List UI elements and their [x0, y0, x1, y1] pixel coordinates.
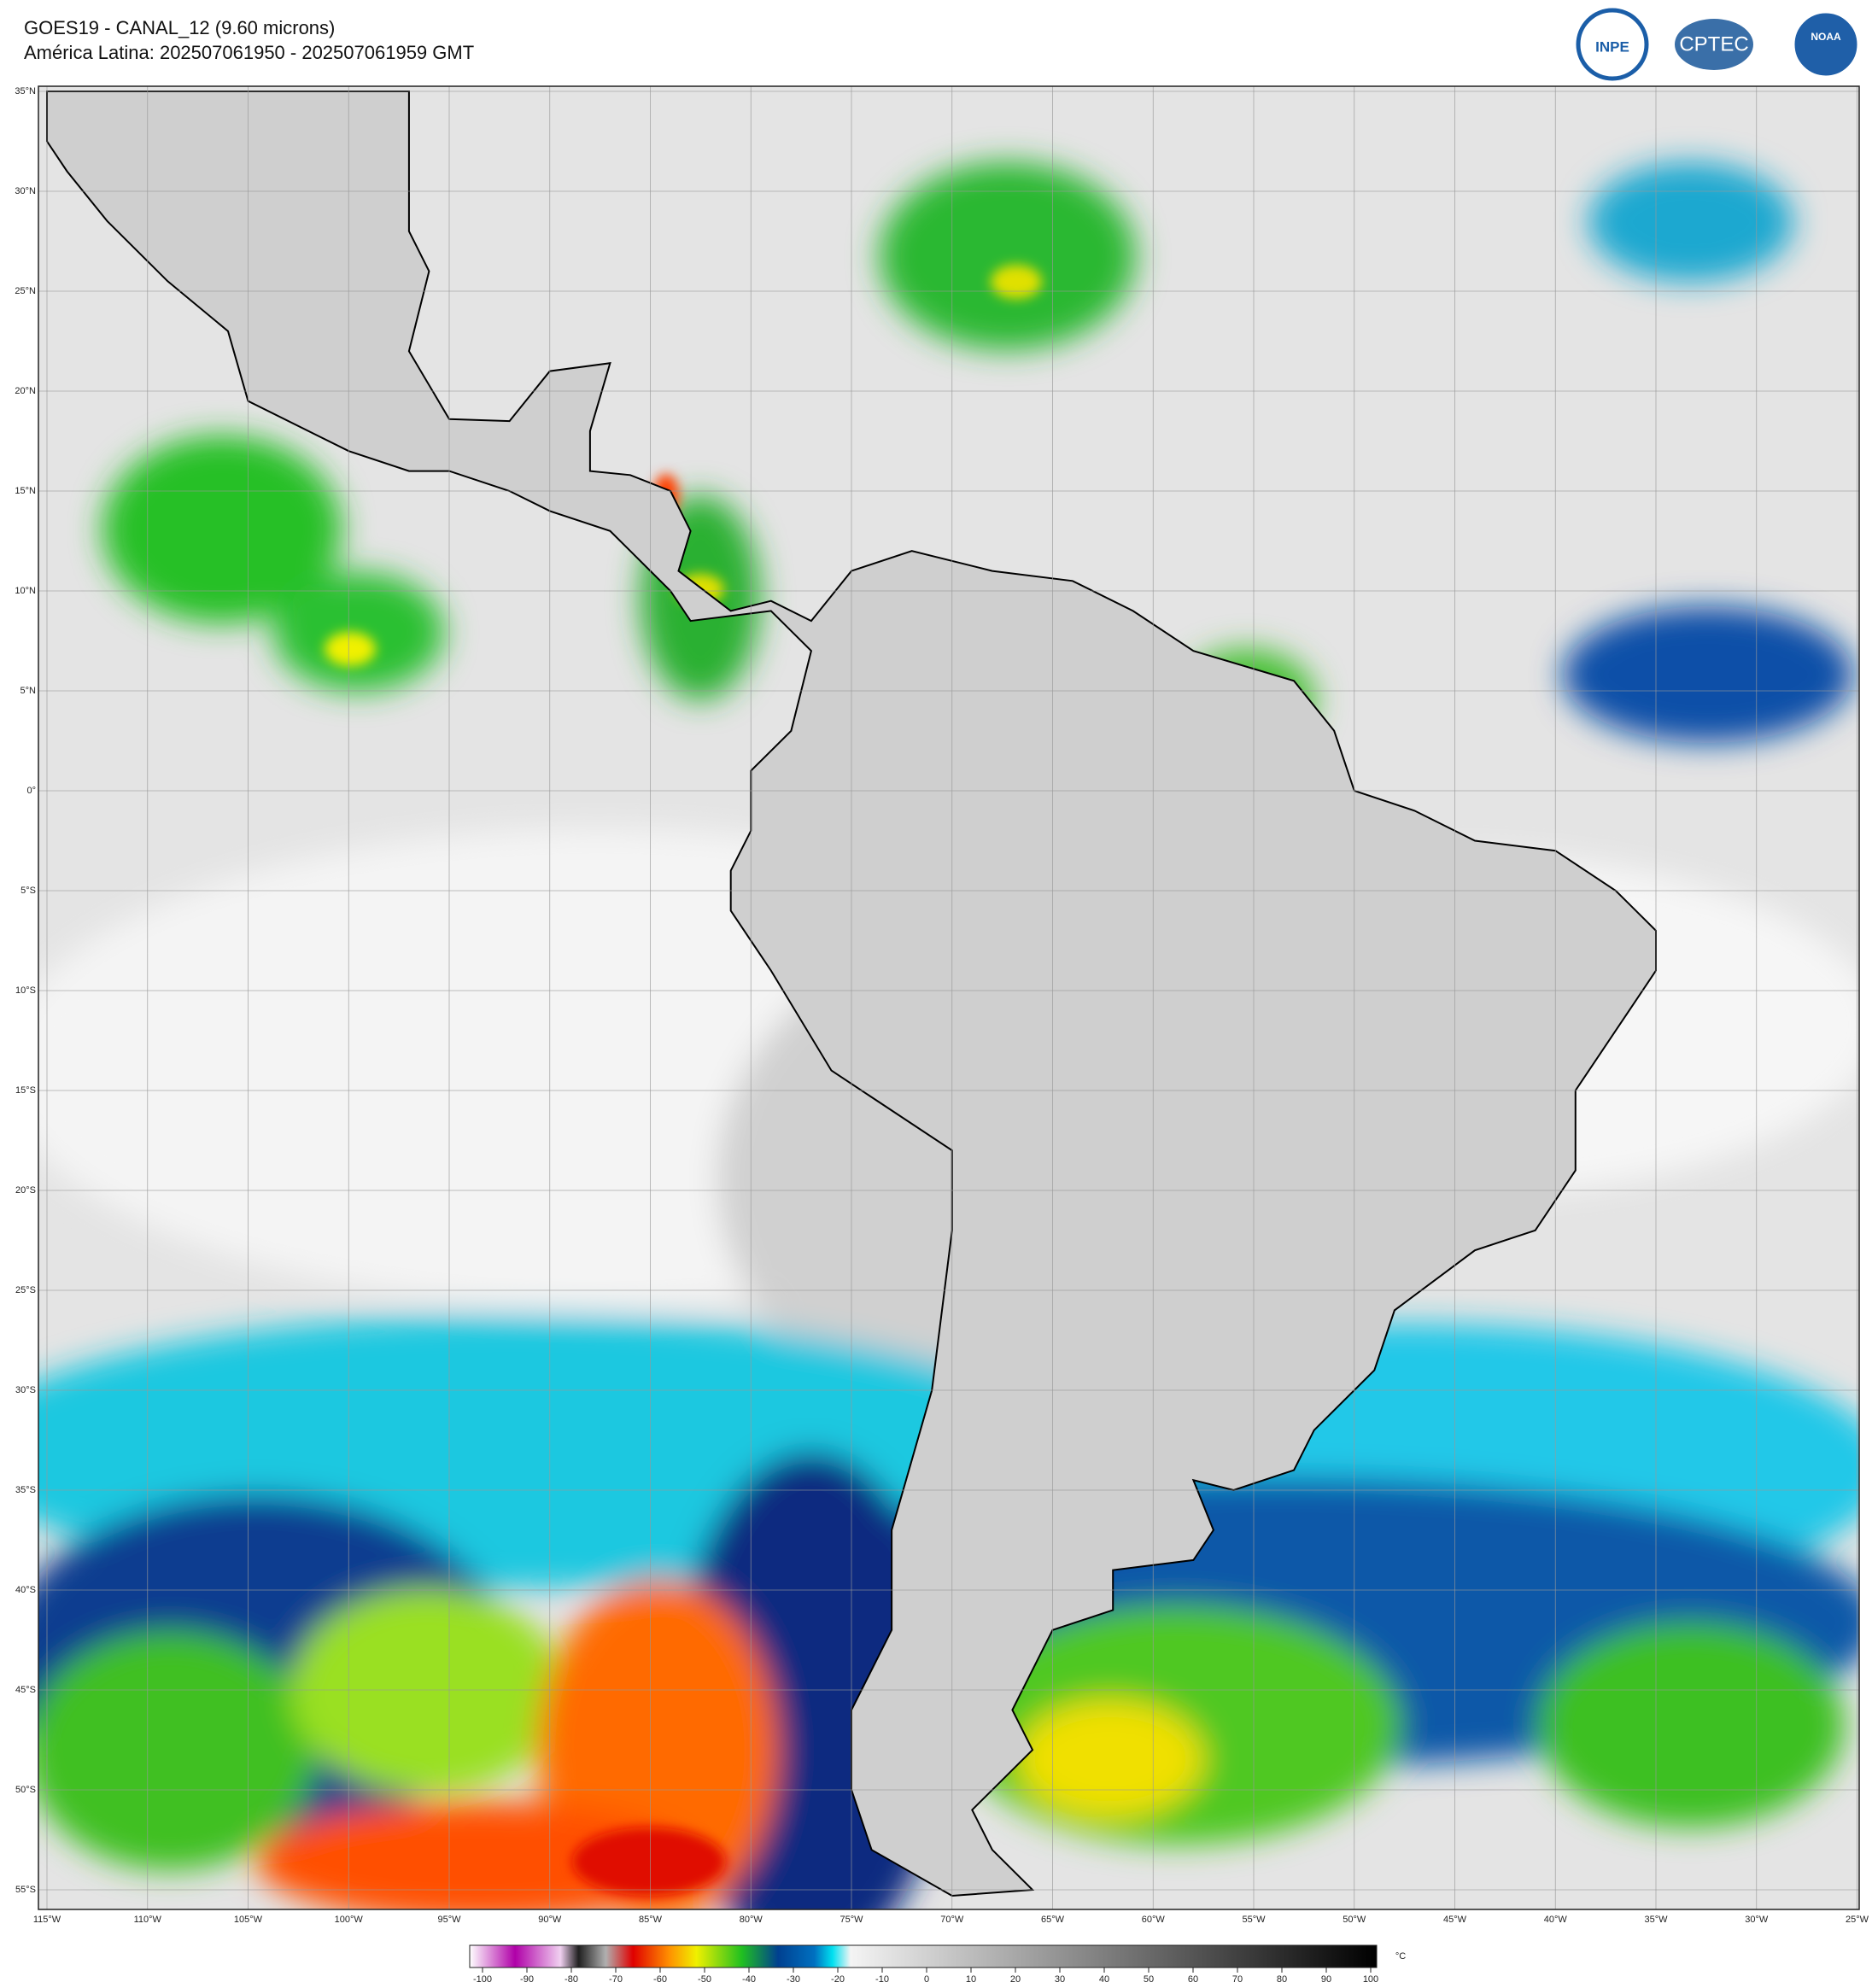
- colorbar-tick-label: -80: [565, 1974, 578, 1985]
- colorbar-tick-label: -30: [787, 1974, 800, 1985]
- subtitle: América Latina: 202507061950 - 202507061…: [24, 42, 474, 63]
- lat-label: 10°N: [15, 586, 36, 596]
- lat-label: 15°S: [15, 1085, 36, 1096]
- lon-label: 40°W: [1544, 1915, 1568, 1925]
- title: GOES19 - CANAL_12 (9.60 microns): [24, 17, 335, 38]
- lat-label: 40°S: [15, 1585, 36, 1595]
- lat-label: 0°: [26, 786, 36, 796]
- noaa-logo: [1792, 10, 1860, 79]
- lon-label: 70°W: [940, 1915, 964, 1925]
- lat-label: 45°S: [15, 1685, 36, 1695]
- colorbar-tick-label: 80: [1277, 1974, 1287, 1985]
- lat-label: 30°N: [15, 186, 36, 196]
- lon-label: 65°W: [1041, 1915, 1065, 1925]
- colorbar-tick-label: 10: [966, 1974, 976, 1985]
- lon-label: 115°W: [33, 1915, 61, 1925]
- lon-label: 85°W: [639, 1915, 663, 1925]
- cptec-logo: [1675, 19, 1753, 70]
- lat-label: 20°N: [15, 386, 36, 396]
- lat-label: 10°S: [15, 985, 36, 996]
- lat-label: 25°N: [15, 286, 36, 296]
- lon-label: 55°W: [1242, 1915, 1266, 1925]
- lon-label: 90°W: [538, 1915, 562, 1925]
- lon-label: 105°W: [234, 1915, 263, 1925]
- colorbar-unit: °C: [1395, 1951, 1406, 1962]
- colorbar-tick-label: -60: [653, 1974, 667, 1985]
- colorbar-tick-label: 30: [1055, 1974, 1065, 1985]
- map-image: [38, 86, 1859, 1909]
- colorbar-tick-label: 60: [1188, 1974, 1198, 1985]
- cloud-detail: [325, 265, 1042, 1896]
- lat-label: 35°N: [15, 86, 36, 96]
- lat-label: 20°S: [15, 1185, 36, 1196]
- lat-label: 15°N: [15, 486, 36, 496]
- lat-label: 5°N: [20, 686, 37, 696]
- lon-label: 35°W: [1644, 1915, 1668, 1925]
- logos: INPE CPTEC NOAA: [1576, 8, 1860, 81]
- lon-label: 60°W: [1142, 1915, 1166, 1925]
- colorbar-tick-label: -50: [698, 1974, 711, 1985]
- colorbar-tick-label: -90: [520, 1974, 534, 1985]
- lon-label: 45°W: [1443, 1915, 1467, 1925]
- axis-labels: 35°N 30°N 25°N 20°N 15°N 10°N 5°N 0° 5°S 10°S 15°S…: [15, 86, 1869, 1925]
- lat-label: 25°S: [15, 1285, 36, 1295]
- lon-label: 50°W: [1343, 1915, 1366, 1925]
- colorbar: [469, 1944, 1378, 1968]
- lon-label: 80°W: [740, 1915, 763, 1925]
- colorbar-tick-label: 20: [1010, 1974, 1021, 1985]
- lon-label: 110°W: [134, 1915, 162, 1925]
- lat-label: 55°S: [15, 1885, 36, 1895]
- colorbar-tick-label: -10: [875, 1974, 889, 1985]
- lon-label: 100°W: [335, 1915, 364, 1925]
- colorbar-tick-label: 0: [924, 1974, 929, 1985]
- colorbar-ticks: -100 -90 -80 -70 -60 -50 -40 -30 -20 -10 0 10 20 30 40…: [473, 1968, 1378, 1985]
- graticule: [38, 86, 1859, 1909]
- colorbar-tick-label: 90: [1321, 1974, 1331, 1985]
- lon-label: 95°W: [437, 1915, 461, 1925]
- lat-label: 35°S: [15, 1485, 36, 1495]
- inpe-logo: [1576, 8, 1649, 81]
- colorbar-tick-label: -70: [609, 1974, 623, 1985]
- lat-label: 5°S: [20, 886, 36, 896]
- logo-text: INPE: [1595, 38, 1629, 55]
- colorbar-tick-label: 70: [1232, 1974, 1243, 1985]
- colorbar-tick-label: -40: [742, 1974, 756, 1985]
- colorbar-tick-label: -100: [473, 1974, 492, 1985]
- colorbar-tick-label: 100: [1363, 1974, 1378, 1985]
- lon-label: 75°W: [839, 1915, 863, 1925]
- lon-label: 30°W: [1745, 1915, 1769, 1925]
- colorbar-tick-label: 50: [1144, 1974, 1154, 1985]
- map-frame: [38, 85, 1860, 1910]
- logo-text: NOAA: [1811, 31, 1841, 43]
- logo-text: CPTEC: [1679, 32, 1748, 56]
- lat-label: 50°S: [15, 1785, 36, 1795]
- colorbar-tick-label: 40: [1099, 1974, 1109, 1985]
- colorbar-tick-label: -20: [831, 1974, 845, 1985]
- lat-label: 30°S: [15, 1385, 36, 1395]
- lon-label: 25°W: [1846, 1915, 1869, 1925]
